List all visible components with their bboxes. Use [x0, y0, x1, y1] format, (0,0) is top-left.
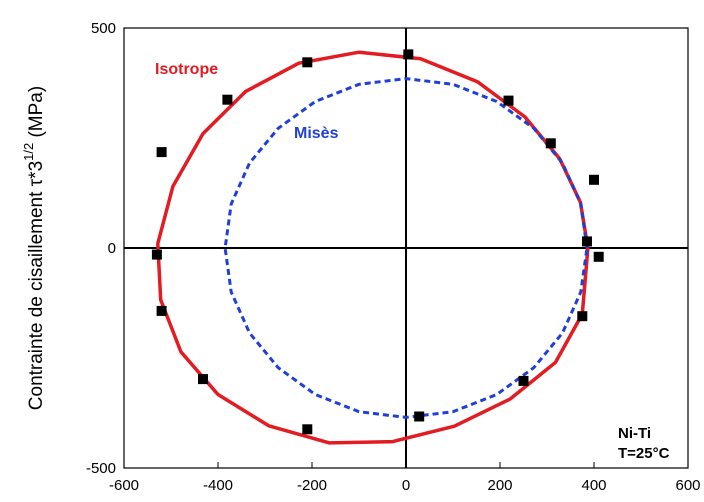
temperature-label: T=25°C — [618, 445, 670, 462]
y-tick-label: -500 — [86, 460, 116, 477]
y-axis-title-main: Contrainte de cisaillement τ*3 — [26, 161, 47, 410]
data-point-marker — [589, 174, 599, 185]
mises-label: Misès — [294, 125, 339, 142]
data-point-marker — [403, 49, 414, 60]
data-point-marker — [593, 251, 604, 262]
isotrope-label: Isotrope — [155, 61, 218, 78]
data-point-marker — [414, 411, 425, 422]
data-point-marker — [302, 424, 313, 435]
data-point-marker — [518, 375, 529, 386]
isotrope-curve — [156, 50, 590, 445]
data-point-marker — [156, 305, 167, 316]
material-label: Ni-Ti — [618, 425, 651, 442]
data-point-marker — [582, 236, 592, 247]
x-tick-label: 0 — [402, 477, 410, 494]
series-layer — [156, 50, 590, 445]
data-point-marker — [577, 311, 588, 322]
data-point-marker — [503, 95, 514, 106]
x-tick-label: -200 — [297, 477, 327, 494]
y-tick-label: 500 — [91, 20, 116, 37]
data-point-marker — [545, 138, 556, 149]
x-tick-label: 400 — [581, 477, 606, 494]
x-tick-labels: -600 -400 -200 0 200 400 600 — [109, 477, 701, 494]
y-axis-title-unit: (MPa) — [26, 86, 47, 138]
marker-layer — [151, 49, 604, 435]
x-tick-label: 200 — [487, 477, 512, 494]
data-point-marker — [302, 57, 313, 68]
data-point-marker — [156, 147, 167, 158]
data-point-marker — [151, 249, 162, 260]
x-tick-label: -600 — [109, 477, 139, 494]
data-point-marker — [222, 94, 233, 105]
data-point-marker — [198, 374, 208, 385]
y-tick-labels: 500 0 -500 — [86, 20, 116, 477]
y-axis-title: Contrainte de cisaillement τ*31/2 (MPa) — [21, 86, 47, 410]
x-tick-label: -400 — [203, 477, 233, 494]
y-axis-title-superscript: 1/2 — [21, 143, 36, 161]
mises-curve — [223, 77, 589, 419]
x-tick-label: 600 — [675, 477, 700, 494]
y-tick-label: 0 — [108, 240, 116, 257]
